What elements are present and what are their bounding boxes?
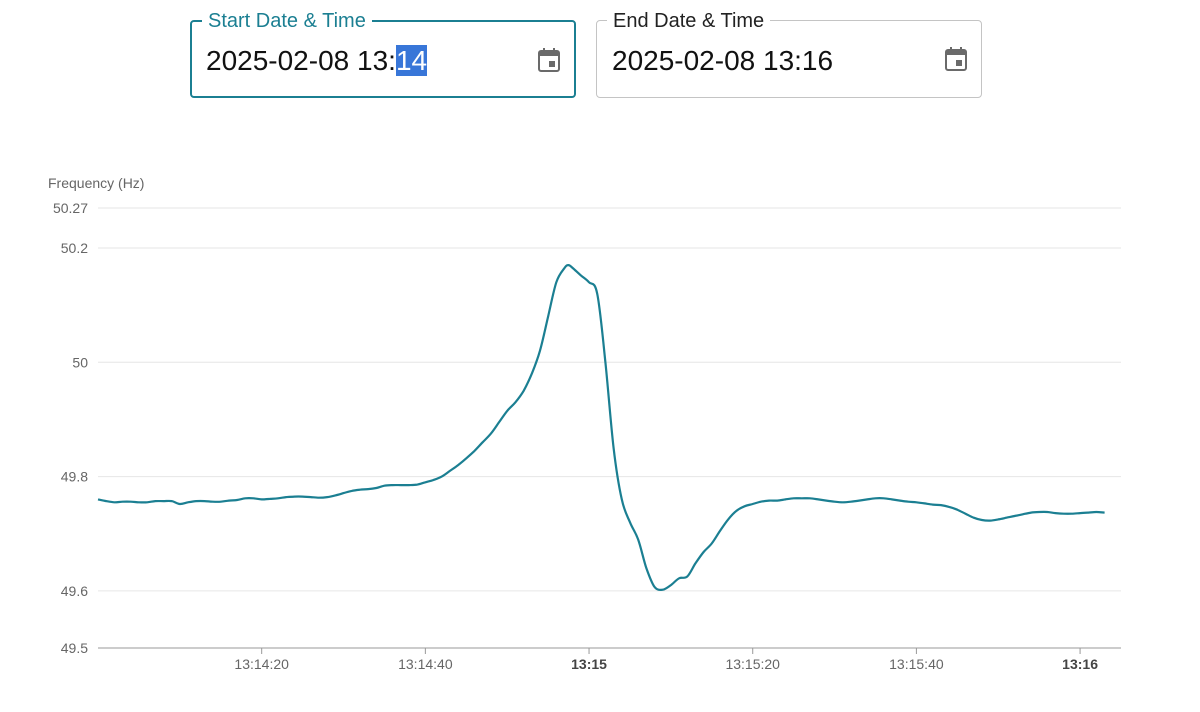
y-tick-label: 50.27: [53, 200, 88, 216]
calendar-icon[interactable]: [538, 48, 560, 72]
start-datetime-field[interactable]: Start Date & Time 2025-02-08 13:14: [190, 11, 576, 98]
x-axis-ticks: 13:14:20 13:14:40 13:15 13:15:20 13:15:40 13:…: [234, 648, 1098, 672]
calendar-icon[interactable]: [945, 47, 967, 71]
start-datetime-label: Start Date & Time: [202, 11, 372, 31]
frequency-series-line: [97, 264, 1105, 591]
x-tick-label: 13:15:40: [889, 656, 944, 672]
end-datetime-field[interactable]: End Date & Time 2025-02-08 13:16: [596, 11, 982, 98]
grid-lines: [98, 207, 1121, 592]
y-tick-label: 49.6: [61, 583, 88, 599]
y-tick-label: 49.8: [61, 469, 88, 485]
x-tick-label: 13:15:20: [725, 656, 780, 672]
end-datetime-value[interactable]: 2025-02-08 13:16: [612, 45, 834, 76]
y-tick-label: 50: [72, 354, 88, 370]
x-tick-label: 13:14:20: [234, 656, 289, 672]
start-datetime-prefix: 2025-02-08 13:: [206, 45, 396, 76]
end-datetime-label: End Date & Time: [607, 11, 771, 31]
y-axis-label: Frequency (Hz): [48, 175, 144, 191]
x-tick-label: 13:14:40: [398, 656, 453, 672]
x-tick-label: 13:16: [1062, 656, 1098, 672]
frequency-chart: Frequency (Hz) 50.27 50.2 50 49.8 49.6 49.5 1…: [48, 175, 1121, 672]
start-datetime-selected-segment[interactable]: 14: [395, 45, 428, 76]
y-tick-label: 49.5: [61, 640, 88, 656]
x-tick-label: 13:15: [571, 656, 607, 672]
y-axis-ticks: 50.27 50.2 50 49.8 49.6 49.5: [53, 200, 88, 656]
y-tick-label: 50.2: [61, 240, 88, 256]
start-datetime-value[interactable]: 2025-02-08 13:14: [206, 44, 428, 78]
